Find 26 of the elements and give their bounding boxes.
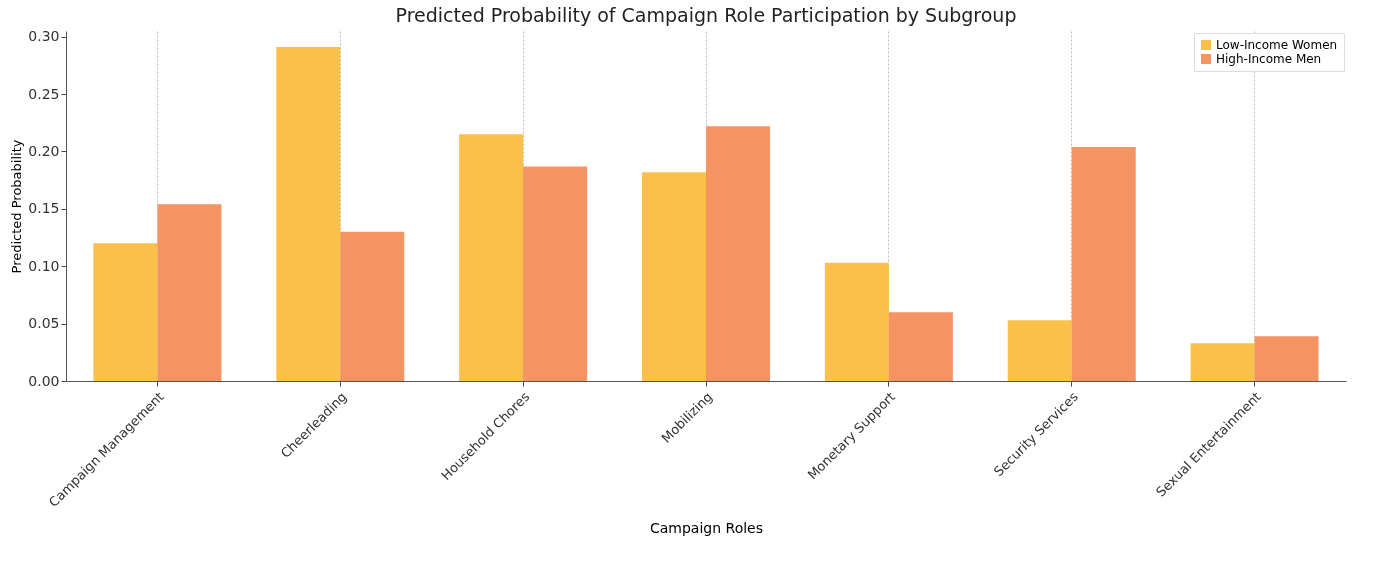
y-tick-label: 0.20 [28,142,60,159]
x-axis-title: Campaign Roles [649,519,764,536]
bar [157,204,222,381]
bar [1071,146,1136,381]
y-tick-label: 0.30 [28,28,60,45]
bar [340,231,405,381]
bar [93,243,158,381]
bar [276,47,341,381]
bar [824,262,889,381]
bar [523,166,588,381]
bar [1007,320,1072,381]
bar [642,172,706,381]
bar [459,134,524,381]
bar [888,312,953,381]
bar [1190,343,1255,381]
chart-title: Predicted Probability of Campaign Role Participation by Subgroup [395,3,1017,26]
y-tick-label: 0.25 [28,85,60,102]
y-tick-label: 0.10 [28,257,60,274]
y-axis-title: Predicted Probability [9,139,25,274]
legend-label: High-Income Men [1216,52,1322,66]
y-tick-label: 0.05 [28,315,60,332]
legend-label: Low-Income Women [1216,38,1338,52]
y-tick-label: 0.15 [28,200,60,217]
y-tick-label: 0.00 [28,372,60,389]
bar [706,126,770,381]
bar [1254,336,1319,381]
